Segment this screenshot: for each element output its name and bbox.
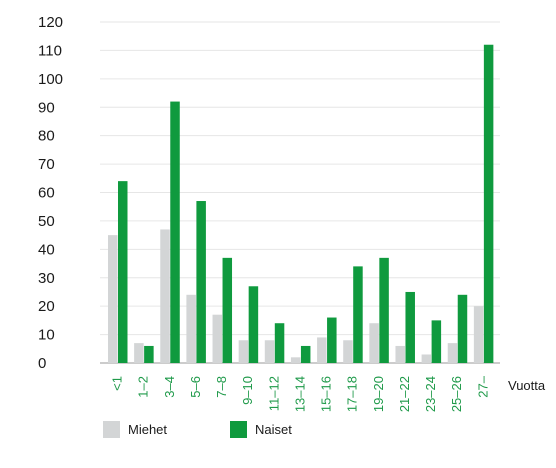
x-tick-label: 13–14 — [292, 376, 307, 412]
y-tick-label: 40 — [38, 241, 55, 258]
legend: Miehet Naiset — [103, 421, 292, 438]
legend-label-naiset: Naiset — [255, 422, 292, 437]
bar-miehet — [108, 235, 118, 363]
x-tick-label: 23–24 — [423, 376, 438, 412]
bar-naiset — [222, 257, 233, 363]
bar-miehet — [186, 294, 196, 363]
y-tick-label: 20 — [38, 298, 55, 315]
x-tick-label: 7–8 — [214, 376, 229, 398]
y-tick-label: 90 — [38, 99, 55, 116]
bar-naiset — [431, 320, 442, 363]
bar-miehet — [447, 343, 458, 363]
bar-naiset — [457, 294, 468, 363]
x-tick-label: 21–22 — [397, 376, 412, 412]
x-tick-label: 3–4 — [162, 376, 177, 398]
bar-miehet — [238, 340, 249, 363]
bar-naiset — [405, 291, 415, 363]
x-axis-unit-label: Vuotta — [508, 378, 546, 393]
legend-swatch-miehet — [103, 421, 120, 438]
bar-naiset — [379, 257, 389, 363]
bar-naiset — [170, 101, 180, 364]
bar-naiset — [248, 286, 259, 363]
y-tick-label: 110 — [38, 42, 62, 59]
x-tick-label: 25–26 — [449, 376, 464, 412]
gridlines — [100, 21, 500, 364]
bar-naiset — [196, 201, 206, 363]
bar-miehet — [421, 354, 432, 363]
bar-miehet — [395, 345, 405, 363]
y-tick-label: 0 — [38, 355, 46, 372]
bar-miehet — [473, 306, 484, 363]
x-tick-label: 11–12 — [266, 376, 281, 411]
x-axis-ticks: <1 1–2 3–4 5–6 7–8 9–10 11–12 13–14 15–16 17–18 19… — [110, 375, 491, 412]
x-tick-label: 9–10 — [240, 376, 255, 405]
legend-label-miehet: Miehet — [128, 422, 167, 437]
x-tick-label: <1 — [110, 376, 125, 391]
y-axis-ticks: 0 10 20 30 40 50 60 70 80 90 100 110 120 — [38, 14, 63, 372]
y-tick-label: 80 — [38, 128, 55, 145]
bar-miehet — [317, 337, 327, 363]
y-tick-label: 70 — [38, 156, 55, 173]
bar-miehet — [212, 314, 223, 363]
bars — [108, 44, 494, 364]
y-tick-label: 50 — [38, 213, 55, 230]
bar-miehet — [369, 323, 379, 363]
x-tick-label: 27– — [475, 375, 490, 397]
bar-miehet — [264, 340, 275, 363]
y-tick-label: 100 — [38, 71, 63, 88]
bar-naiset — [300, 345, 311, 363]
bar-miehet — [160, 229, 170, 363]
bar-naiset — [274, 323, 285, 363]
legend-swatch-naiset — [230, 421, 247, 438]
bar-naiset — [144, 345, 154, 363]
bar-naiset — [483, 44, 494, 363]
bar-miehet — [290, 357, 301, 363]
y-tick-label: 10 — [38, 327, 55, 344]
x-tick-label: 1–2 — [136, 376, 151, 398]
y-tick-label: 30 — [38, 270, 55, 287]
bar-naiset — [118, 181, 128, 363]
y-tick-label: 120 — [38, 14, 63, 31]
bar-naiset — [327, 317, 337, 363]
y-tick-label: 60 — [38, 185, 55, 202]
x-tick-label: 19–20 — [371, 376, 386, 412]
x-tick-label: 5–6 — [188, 376, 203, 398]
x-tick-label: 17–18 — [345, 376, 360, 412]
x-tick-label: 15–16 — [319, 376, 334, 412]
bar-miehet — [134, 343, 144, 363]
bar-naiset — [353, 266, 363, 363]
bar-miehet — [343, 340, 353, 363]
